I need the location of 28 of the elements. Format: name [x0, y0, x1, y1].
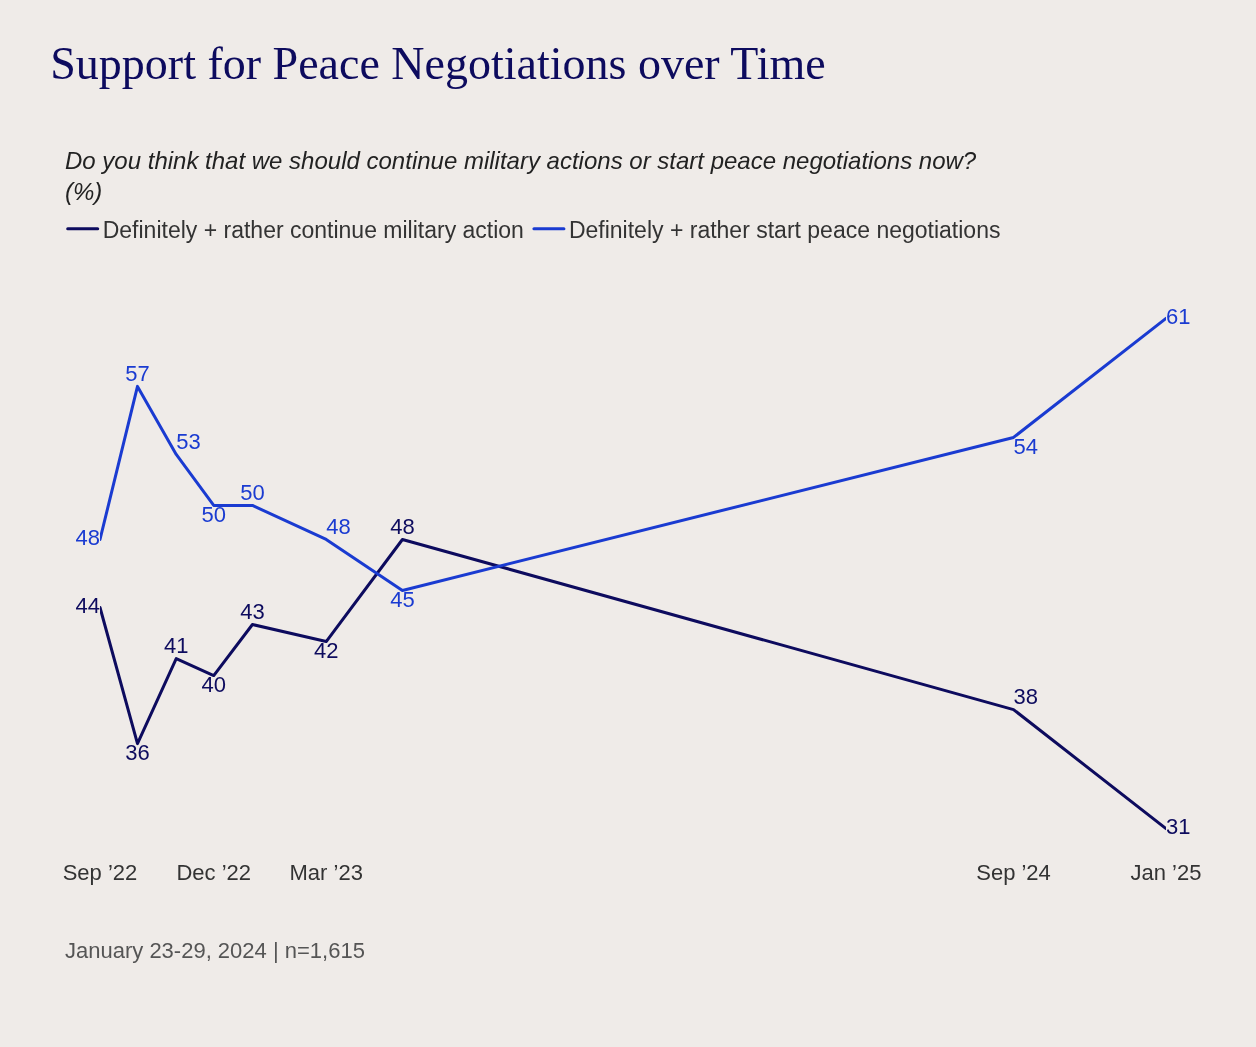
data-label: 41 [163, 633, 189, 659]
data-label: 61 [1166, 303, 1191, 329]
data-label: 36 [125, 740, 150, 766]
data-label: 54 [1013, 433, 1039, 459]
x-tick-label: Jan ’25 [1130, 860, 1202, 885]
text: January 23-29, 2024 | n=1,615 [65, 938, 365, 963]
data-label: 48 [390, 513, 415, 539]
data-label: 38 [1013, 684, 1039, 710]
x-tick-label: Sep ’22 [62, 860, 138, 885]
x-tick-label: Mar ’23 [289, 860, 363, 885]
data-label: 43 [240, 599, 265, 625]
x-tick-label: Sep ’24 [976, 860, 1051, 885]
data-label: 48 [326, 513, 351, 539]
chart-subtitle: Do you think that we should continue military actions or start peace negotiations now? (%) [65, 147, 977, 206]
data-label: 44 [75, 593, 100, 619]
data-label: 50 [240, 479, 265, 505]
data-label: 31 [1166, 814, 1191, 840]
data-label: 53 [176, 428, 201, 454]
data-label: 42 [313, 638, 339, 664]
legend-label: Definitely + rather start peace negotiations [568, 216, 1001, 243]
data-label: 45 [390, 587, 415, 613]
data-label: 57 [125, 360, 150, 386]
x-tick-label: Dec ’22 [176, 860, 252, 885]
data-label: 40 [201, 672, 226, 698]
data-label: 50 [201, 501, 226, 527]
chart-title: Support for Peace Negotiations over Time [50, 38, 826, 90]
data-label: 48 [75, 524, 100, 550]
legend-label: Definitely + rather continue military action [102, 216, 524, 243]
